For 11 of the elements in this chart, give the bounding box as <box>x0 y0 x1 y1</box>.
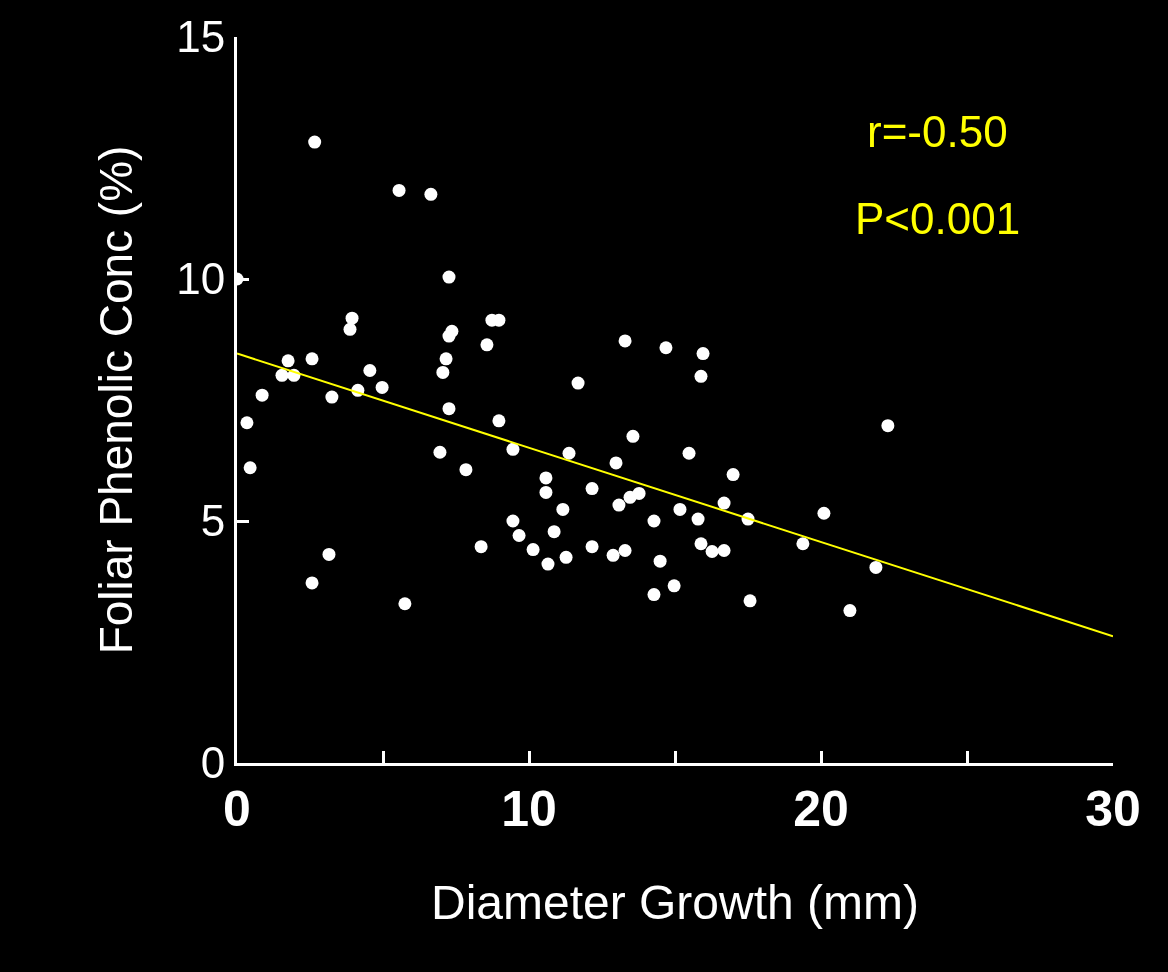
y-tick-label: 5 <box>200 496 226 546</box>
y-tick-label: 0 <box>200 738 226 788</box>
x-tick-label: 20 <box>793 781 849 837</box>
annotation: P<0.001 <box>855 194 1021 243</box>
x-tick-label: 10 <box>501 781 557 837</box>
y-tick-label: 10 <box>176 254 226 304</box>
x-axis-title: Diameter Growth (mm) <box>430 876 920 930</box>
x-tick-label: 30 <box>1085 781 1141 837</box>
y-axis-title: Foliar Phenolic Conc (%) <box>89 145 142 655</box>
y-tick-label: 15 <box>176 12 226 62</box>
annotation: r=-0.50 <box>867 107 1008 156</box>
